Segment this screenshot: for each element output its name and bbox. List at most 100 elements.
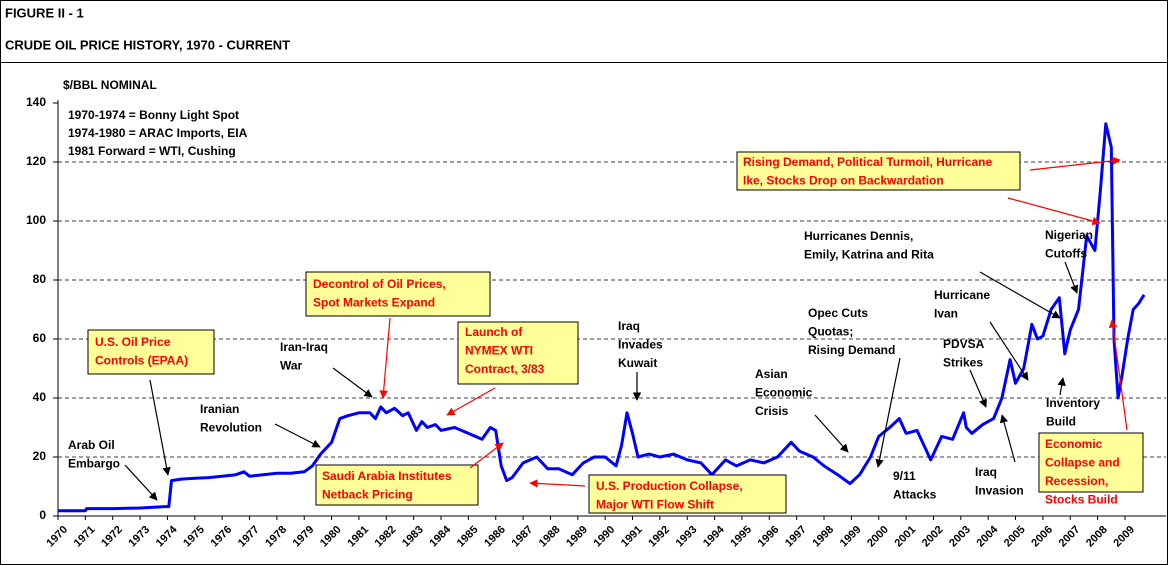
annotation-text: Kuwait (618, 356, 657, 370)
annotation-text: Controls (EPAA) (95, 354, 188, 368)
annotation-arrow (1029, 156, 1121, 171)
annotation-arrow (969, 369, 987, 408)
x-tick-label: 2008 (1084, 524, 1110, 550)
y-tick-label: 40 (33, 390, 47, 404)
annotation-arrow (814, 414, 849, 453)
annotation-text: Revolution (200, 421, 262, 435)
annotation-text: Spot Markets Expand (313, 296, 435, 310)
annotation-text: Economic (1045, 437, 1103, 451)
annotation-text: Iraq (618, 319, 640, 333)
annotation-text: U.S. Oil Price (95, 335, 171, 349)
annotation-text: Strikes (943, 356, 983, 370)
annotation-text: Inventory (1046, 396, 1100, 410)
annotation-text: Nigerian (1045, 228, 1093, 242)
annotation-text: Arab Oil (68, 438, 115, 452)
x-tick-label: 1997 (783, 524, 809, 550)
annotation-text: Invades (618, 338, 663, 352)
annotation-text: Emily, Katrina and Rita (804, 248, 934, 262)
x-tick-label: 1984 (427, 523, 453, 549)
annotation-text: Collapse and (1045, 456, 1120, 470)
x-tick-label: 1983 (400, 524, 426, 550)
x-tick-label: 1972 (99, 524, 125, 550)
x-tick-label: 1993 (674, 524, 700, 550)
annotation-text: Asian (755, 367, 788, 381)
x-tick-label: 1976 (209, 524, 235, 550)
annotation-arrow (469, 442, 504, 469)
annotation-box (1038, 432, 1144, 493)
x-tick-label: 2006 (1029, 524, 1055, 550)
annotation-text: Launch of (465, 325, 523, 339)
x-tick-label: 1994 (701, 523, 727, 549)
x-tick-label: 1980 (318, 524, 344, 550)
annotation-box (588, 474, 787, 514)
annotation-arrow (1064, 261, 1079, 294)
chart-title: CRUDE OIL PRICE HISTORY, 1970 - CURRENT (5, 37, 290, 52)
annotation-text: Stocks Build (1045, 493, 1118, 507)
annotation-arrow (332, 367, 373, 398)
annotation-text: Iraq (975, 465, 997, 479)
x-tick-label: 1998 (810, 524, 836, 550)
x-tick-label: 2004 (975, 523, 1001, 549)
x-tick-label: 1970 (44, 524, 70, 550)
x-tick-label: 2001 (892, 524, 918, 550)
annotation-text: Ivan (934, 307, 958, 321)
x-tick-label: 1971 (72, 524, 98, 550)
x-tick-label: 1996 (756, 524, 782, 550)
y-tick-label: 120 (26, 154, 46, 168)
x-tick-label: 1981 (345, 524, 371, 550)
x-tick-label: 1982 (373, 524, 399, 550)
x-tick-label: 1977 (236, 524, 262, 550)
annotation-text: Cutoffs (1045, 247, 1087, 261)
annotation-arrow (274, 423, 321, 448)
annotation-text: U.S. Production Collapse, (596, 479, 743, 493)
source-note: 1970-1974 = Bonny Light Spot (68, 108, 239, 122)
annotation-text: Quotas; (808, 325, 853, 339)
annotation-arrow (875, 357, 901, 468)
x-tick-label: 2007 (1057, 524, 1083, 550)
annotation-box (736, 151, 1021, 191)
x-tick-label: 2009 (1111, 524, 1137, 550)
annotation-text: Netback Pricing (322, 488, 413, 502)
x-tick-label: 1995 (728, 524, 754, 550)
annotation-text: Recession, (1045, 474, 1108, 488)
annotation-box (457, 321, 579, 385)
annotation-text: Economic (755, 386, 813, 400)
annotation-arrow (979, 271, 1061, 319)
x-tick-label: 2003 (947, 524, 973, 550)
annotation-text: NYMEX WTI (465, 344, 533, 358)
x-tick-label: 1975 (181, 524, 207, 550)
annotation-arrow (529, 479, 586, 488)
annotation-arrow (999, 414, 1016, 463)
x-tick-label: 2002 (920, 524, 946, 550)
annotation-text: Attacks (893, 488, 937, 502)
x-tick-label: 1986 (482, 524, 508, 550)
x-tick-label: 1987 (509, 524, 535, 550)
annotation-text: Saudi Arabia Institutes (322, 469, 452, 483)
annotation-text: Rising Demand (808, 343, 895, 357)
source-note: 1981 Forward = WTI, Cushing (68, 144, 236, 158)
annotation-arrow (989, 321, 1029, 381)
y-tick-label: 0 (39, 508, 46, 522)
x-tick-label: 1974 (154, 523, 180, 549)
annotation-box (315, 464, 479, 506)
y-tick-label: 100 (26, 213, 46, 227)
x-tick-label: 1988 (537, 524, 563, 550)
y-tick-label: 60 (33, 331, 47, 345)
annotation-text: 9/11 (893, 469, 916, 483)
y-tick-label: 140 (26, 95, 46, 109)
figure-label: FIGURE II - 1 (5, 5, 84, 20)
annotation-box (87, 329, 215, 375)
annotation-text: Invasion (975, 484, 1024, 498)
annotation-text: Major WTI Flow Shift (596, 498, 714, 512)
annotation-text: Contract, 3/83 (465, 362, 545, 376)
y-tick-label: 20 (33, 449, 47, 463)
x-tick-label: 1992 (646, 524, 672, 550)
annotation-text: Crisis (755, 404, 789, 418)
annotation-text: Hurricanes Dennis, (804, 229, 913, 243)
annotation-arrow (1057, 377, 1066, 396)
annotation-text: Iranian (200, 402, 239, 416)
x-tick-label: 1989 (564, 524, 590, 550)
annotation-text: Rising Demand, Political Turmoil, Hurric… (743, 155, 992, 169)
annotation-arrow (379, 317, 391, 399)
